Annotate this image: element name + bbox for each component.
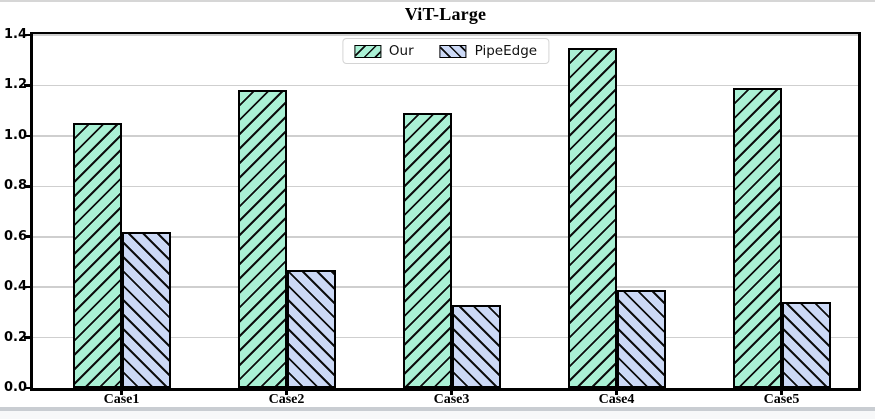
y-tick-mark-1.4: [24, 33, 31, 37]
x-tick-label-case4: Case4: [598, 392, 635, 407]
plot-area: Our PipeEdge: [30, 32, 861, 391]
bar-pipeedge-case1: [121, 231, 171, 388]
y-tick-label-0.0: 0.0: [3, 380, 27, 395]
x-tick-mark-case4: [615, 391, 618, 395]
y-tick-label-0.4: 0.4: [3, 279, 27, 295]
legend-entry-our: Our: [353, 43, 414, 59]
x-tick-label-case5: Case5: [763, 392, 800, 407]
y-tick-label-0.8: 0.8: [3, 178, 27, 194]
gridline-1.2: [33, 84, 858, 87]
y-tick-label-0.2: 0.2: [3, 329, 27, 345]
legend-label: PipeEdge: [474, 43, 538, 59]
legend-entry-pipeedge: PipeEdge: [439, 43, 538, 59]
chart-title: ViT-Large: [404, 4, 487, 24]
bar-pipeedge-case4: [616, 289, 666, 388]
x-tick-mark-case1: [120, 391, 123, 395]
bar-our-case5: [732, 87, 782, 388]
bar-our-case2: [237, 90, 287, 388]
y-tick-mark-0.8: [24, 184, 31, 188]
bar-pipeedge-case3: [451, 304, 501, 388]
legend-swatch-our: [353, 44, 381, 58]
window-top-border: [0, 0, 875, 2]
x-tick-label-case3: Case3: [433, 392, 470, 407]
y-tick-label-1.4: 1.4: [3, 27, 27, 42]
y-tick-label-0.6: 0.6: [3, 228, 27, 244]
window-bottom-area: [0, 411, 875, 419]
bar-our-case4: [567, 47, 617, 388]
x-tick-mark-case2: [285, 391, 288, 395]
window-bottom-border: [0, 407, 875, 411]
y-tick-mark-1.0: [24, 134, 31, 138]
gridline-1.4: [33, 34, 858, 36]
x-tick-mark-case3: [450, 391, 453, 395]
bar-our-case3: [402, 113, 452, 388]
y-tick-mark-0.2: [24, 336, 31, 339]
x-tick-mark-case5: [780, 391, 783, 395]
y-tick-mark-0.4: [24, 285, 31, 289]
legend-label: Our: [388, 43, 414, 59]
y-tick-mark-0.6: [24, 235, 31, 238]
legend-swatch-pipeedge: [439, 44, 467, 58]
y-tick-label-1.2: 1.2: [3, 77, 27, 93]
x-tick-label-case1: Case1: [103, 392, 140, 407]
bar-pipeedge-case5: [781, 302, 831, 388]
x-tick-label-case2: Case2: [268, 392, 305, 407]
y-tick-label-1.0: 1.0: [3, 127, 27, 143]
bar-pipeedge-case2: [286, 269, 336, 388]
y-tick-mark-0.0: [24, 386, 31, 390]
y-tick-mark-1.2: [24, 84, 31, 87]
bar-our-case1: [72, 123, 122, 388]
legend: Our PipeEdge: [341, 38, 550, 64]
